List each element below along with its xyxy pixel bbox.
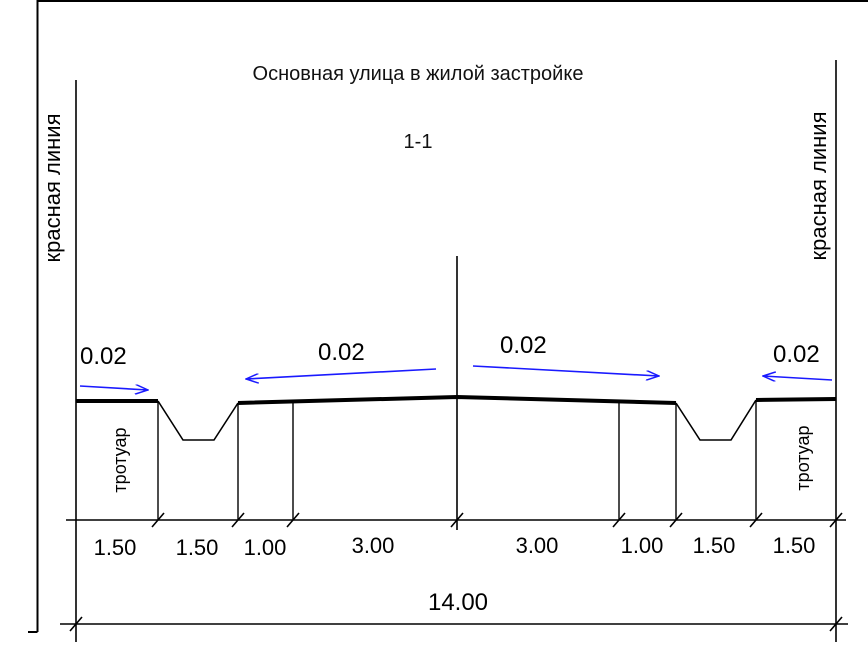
dimension-label: 1.50 (94, 535, 137, 560)
dimension-label: 1.00 (621, 533, 664, 558)
right-ditch (675, 399, 757, 441)
dimension-label: 1.50 (693, 533, 736, 558)
dimension-label: 1.50 (773, 533, 816, 558)
slope-value: 0.02 (80, 343, 127, 370)
right-sidewalk-surface (755, 397, 837, 402)
slope-arrow-left-sidewalk (79, 386, 148, 390)
total-width-label: 14.00 (428, 589, 488, 616)
left-ditch (157, 400, 239, 441)
total-dimension-ticks (69, 616, 843, 632)
slope-value: 0.02 (500, 332, 547, 359)
slope-arrow-left-roadway (246, 368, 437, 379)
dimension-label: 3.00 (352, 533, 395, 558)
slope-value: 0.02 (318, 339, 365, 366)
sidewalk-right-label: тротуар (793, 425, 813, 490)
section-label: 1-1 (404, 131, 433, 153)
slope-value: 0.02 (773, 341, 820, 368)
drawing-title: Основная улица в жилой застройке (253, 63, 584, 85)
slope-arrow-right-sidewalk (763, 376, 833, 380)
sidewalk-left-label: тротуар (110, 427, 130, 492)
red-line-right-label: красная линия (806, 112, 831, 261)
roadway-surface (237, 394, 677, 405)
dimension-label: 1.50 (176, 535, 219, 560)
red-line-left-label: красная линия (40, 114, 65, 263)
dimension-label: 3.00 (516, 533, 559, 558)
slope-arrow-right-roadway (472, 365, 659, 376)
dimension-label: 1.00 (244, 535, 287, 560)
dimension-ticks (151, 512, 843, 528)
